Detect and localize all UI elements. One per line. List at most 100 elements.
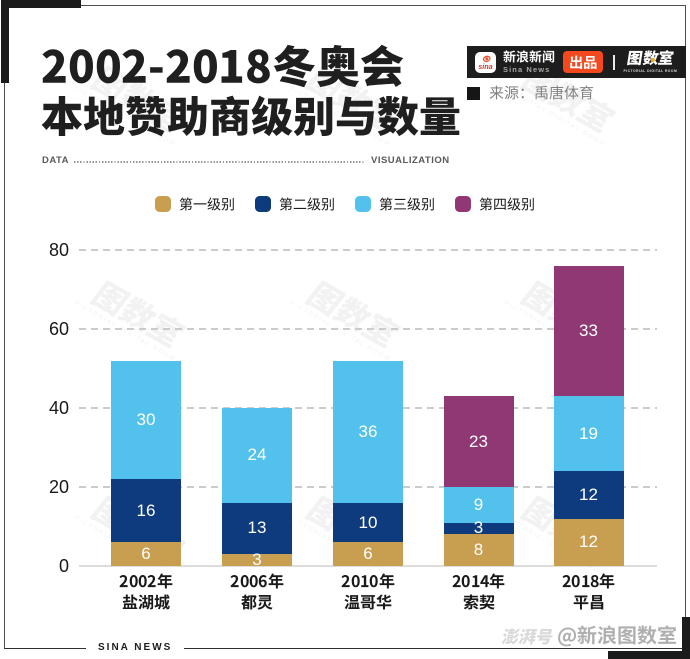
legend-swatch: [155, 196, 171, 212]
bar-segment: [553, 396, 624, 472]
watermark-logo: PICTORIAL DIGITAL ROOM: [61, 266, 209, 370]
legend-item: [355, 196, 435, 212]
bar-segment: [553, 518, 624, 566]
chart-legend: [0, 196, 690, 212]
dotted-divider: [74, 161, 364, 163]
page-title-line1: [41, 44, 461, 92]
credit-platform-logo: [500, 628, 555, 648]
bar-segment: [553, 265, 624, 397]
corner-accent-top-left-h: [1, 0, 81, 8]
category-label: [419, 573, 539, 614]
legend-swatch: [255, 196, 271, 212]
bar-value-label: 36: [358, 421, 378, 441]
banner-separator: [613, 54, 615, 70]
bar-segment: [111, 542, 181, 566]
bar-value-label: 33: [579, 320, 598, 340]
bar-value-label: 6: [363, 544, 373, 564]
y-axis-tick-label: 60: [48, 319, 69, 339]
bar-segment: [111, 479, 181, 543]
bar-value-label: 13: [247, 518, 267, 538]
brand-name-en: Sina News: [503, 64, 551, 74]
legend-label: [379, 196, 435, 212]
category-year: [86, 573, 206, 594]
legend-swatch: [455, 196, 471, 212]
bar-segment: [443, 522, 514, 535]
bar-segment: [443, 396, 514, 487]
corner-accent-top-left-v: [1, 0, 9, 83]
section-label-data: DATA: [42, 155, 69, 166]
footer-credit: [500, 625, 677, 649]
brand-name-cn: [503, 50, 555, 64]
bar-segment: [222, 502, 292, 555]
publisher-badge: [563, 51, 603, 73]
category-year: [308, 573, 428, 594]
watermark-logo-text: [282, 266, 424, 363]
category-label: [86, 573, 206, 614]
bar-value-label: 3: [473, 518, 484, 538]
bar-value-label: 3: [252, 550, 262, 570]
category-city: [308, 594, 428, 615]
bar-value-label: 30: [136, 409, 156, 429]
legend-item: [255, 196, 335, 212]
category-year: [529, 573, 649, 594]
y-axis-tick-label: 40: [48, 398, 69, 418]
bar-segment: [443, 534, 514, 566]
legend-item: [155, 196, 235, 212]
bar-segment: [222, 554, 292, 566]
bar-segment: [333, 542, 403, 566]
bar-value-label: 12: [579, 484, 598, 504]
section-label-visualization: VISUALIZATION: [371, 155, 450, 166]
bar-value-label: 19: [579, 423, 598, 443]
sina-eye-icon: sina: [478, 55, 493, 71]
legend-swatch: [355, 196, 371, 212]
watermark-logo: PICTORIAL DIGITAL ROOM: [276, 266, 424, 370]
watermark-logo-text: [67, 266, 209, 363]
bar-value-label: 24: [247, 445, 267, 465]
category-label: [197, 573, 317, 614]
gridline: [79, 328, 657, 330]
bar-segment: [553, 471, 624, 519]
y-axis-tick-label: 80: [48, 240, 69, 260]
source-note: [467, 85, 594, 102]
bar-value-label: 16: [136, 500, 156, 520]
category-year: [419, 573, 539, 594]
category-city: [529, 594, 649, 615]
corner-accent-bottom-right-h: [608, 651, 690, 659]
studio-logo-text: [626, 50, 675, 68]
category-label: [308, 573, 428, 614]
sina-logo: sina: [475, 51, 496, 73]
studio-logo-subtext: PICTORIAL DIGITAL ROOM: [623, 68, 678, 73]
bar-segment: [333, 502, 403, 543]
category-city: [86, 593, 206, 615]
bar-value-label: 23: [469, 431, 488, 451]
brand-name-block: Sina News: [503, 50, 555, 73]
bar-value-label: 10: [358, 512, 378, 532]
page-border-frame: [4, 5, 686, 649]
corner-accent-bottom-right-v: [682, 617, 690, 659]
y-axis-tick-label: 20: [48, 477, 69, 497]
legend-label: [279, 196, 335, 212]
sina-logo-text: sina: [478, 62, 492, 71]
page-title-line2: [41, 95, 461, 141]
page-title: [41, 44, 461, 141]
bar-segment: [111, 360, 181, 480]
footer-brand-label: SINA NEWS: [86, 640, 185, 656]
studio-logo-block: PICTORIAL DIGITAL ROOM: [624, 50, 678, 74]
gridline: [79, 249, 657, 251]
source-text: [489, 85, 594, 102]
category-label: [529, 573, 649, 614]
bar-value-label: 12: [579, 532, 598, 552]
bar-segment: [222, 408, 292, 503]
category-city: [419, 594, 539, 615]
category-city: [197, 594, 317, 615]
bar-value-label: 9: [473, 494, 484, 514]
source-bullet-square: [467, 87, 480, 101]
bar-segment: [333, 360, 403, 503]
legend-item: [455, 196, 535, 212]
legend-label: [479, 196, 535, 212]
y-axis-tick-label: 0: [58, 556, 69, 576]
bar-value-label: 8: [473, 540, 484, 560]
bar-segment: [443, 487, 514, 523]
bar-value-label: 6: [141, 544, 151, 564]
